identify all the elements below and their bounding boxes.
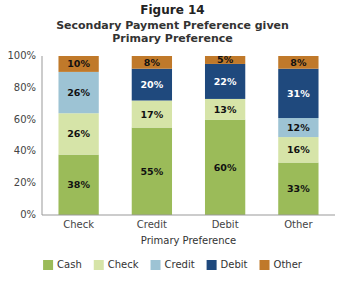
x-tick-label: Check — [63, 219, 94, 230]
x-tick-label: Credit — [137, 219, 167, 230]
x-tick-label: Debit — [212, 219, 239, 230]
data-label: 26% — [67, 128, 90, 139]
y-tick-label: 60% — [14, 114, 36, 125]
legend-swatch — [43, 260, 53, 270]
bar-segment — [58, 56, 98, 72]
bar-segment — [278, 163, 318, 215]
y-axis — [42, 56, 43, 215]
bar-segment — [205, 120, 245, 215]
legend-label: Debit — [221, 259, 248, 270]
data-label: 55% — [141, 166, 164, 177]
y-tick-label: 40% — [14, 145, 36, 156]
x-axis — [42, 215, 335, 216]
bar-segment — [132, 69, 172, 101]
x-tick-label: Other — [284, 219, 313, 230]
bar-segment — [205, 99, 245, 120]
bar-segment — [205, 64, 245, 99]
data-label: 38% — [67, 179, 90, 190]
legend-item: Credit — [151, 259, 195, 270]
y-tick-label: 20% — [14, 177, 36, 188]
legend-swatch — [94, 260, 104, 270]
chart: Figure 14 Secondary Payment Preference gi… — [0, 0, 345, 297]
data-label: 13% — [214, 104, 237, 115]
legend-swatch — [260, 260, 270, 270]
legend-item: Cash — [43, 259, 82, 270]
data-label: 16% — [287, 144, 310, 155]
bar-segment — [278, 118, 318, 137]
data-label: 8% — [290, 57, 307, 68]
data-label: 20% — [141, 79, 164, 90]
y-tick-label: 80% — [14, 82, 36, 93]
bar-segment — [58, 72, 98, 113]
data-label: 33% — [287, 183, 310, 194]
data-label: 8% — [144, 57, 161, 68]
bar-segment — [132, 128, 172, 215]
data-label: 12% — [287, 122, 310, 133]
data-label: 60% — [214, 162, 237, 173]
bar-segment — [278, 137, 318, 162]
title: Figure 14 — [140, 3, 204, 17]
bar-segment — [132, 56, 172, 69]
bar-segment — [58, 113, 98, 154]
data-label: 17% — [141, 109, 164, 120]
legend: Cash Check Credit Debit Other — [43, 259, 303, 270]
bar-segment — [58, 155, 98, 215]
bar-segment — [278, 69, 318, 118]
x-axis-label: Primary Preference — [141, 235, 236, 246]
legend-label: Credit — [165, 259, 195, 270]
subtitle: Secondary Payment Preference givenPrimar… — [56, 19, 289, 45]
legend-swatch — [151, 260, 161, 270]
data-label: 26% — [67, 87, 90, 98]
legend-label: Check — [108, 259, 139, 270]
bars — [58, 56, 318, 215]
legend-label: Other — [274, 259, 303, 270]
legend-swatch — [207, 260, 217, 270]
y-tick-label: 100% — [7, 50, 36, 61]
legend-label: Cash — [57, 259, 82, 270]
data-label: 22% — [214, 76, 237, 87]
legend-item: Check — [94, 259, 139, 270]
bar-segment — [278, 56, 318, 69]
bar-segment — [132, 101, 172, 128]
legend-item: Debit — [207, 259, 248, 270]
data-label: 10% — [67, 58, 90, 69]
data-label: 5% — [217, 54, 234, 65]
legend-item: Other — [260, 259, 303, 270]
data-label: 31% — [287, 88, 310, 99]
y-tick-label: 0% — [20, 209, 36, 220]
